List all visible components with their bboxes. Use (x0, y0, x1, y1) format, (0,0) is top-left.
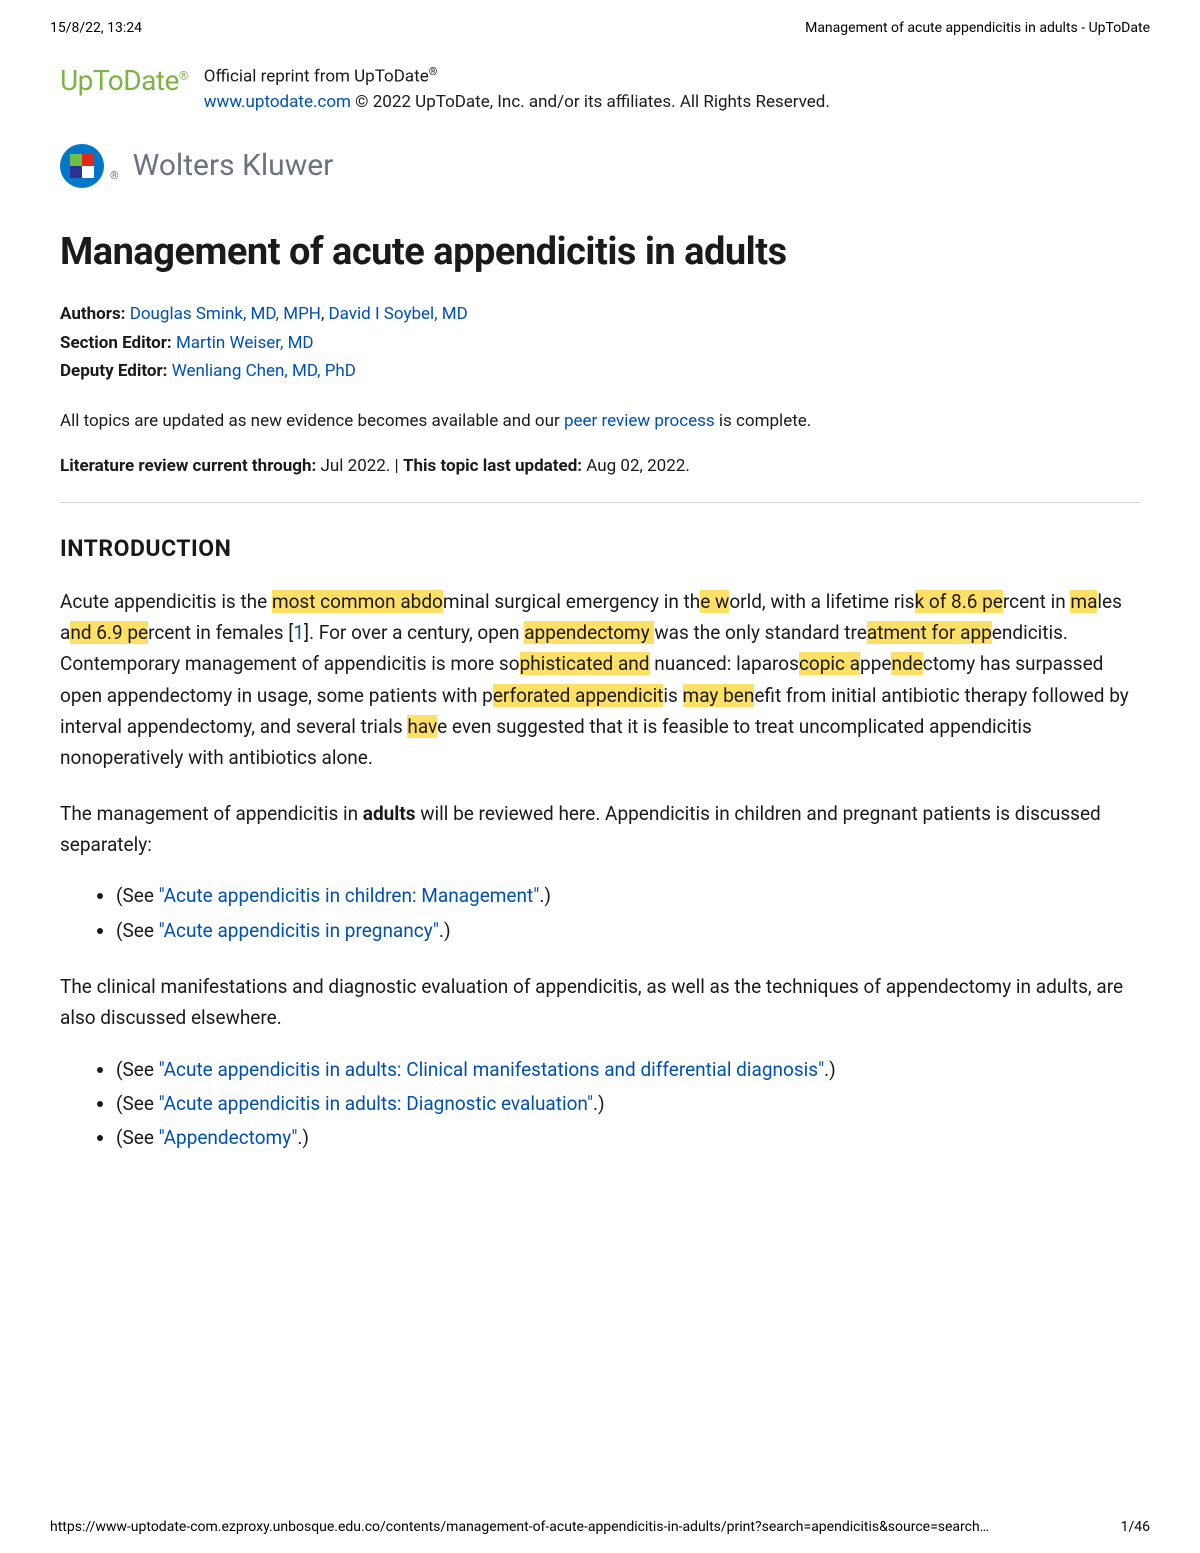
literature-review: Literature review current through: Jul 2… (60, 456, 1140, 476)
intro-h2: e w (700, 590, 729, 613)
see-list-2: (See "Acute appendicitis in adults: Clin… (60, 1054, 1140, 1155)
intro-t8: was the only standard tre (654, 621, 866, 644)
see-prefix: (See (116, 919, 159, 942)
print-header: 15/8/22, 13:24 Management of acute appen… (0, 0, 1200, 46)
author-2-link[interactable]: David I Soybel, MD (329, 304, 468, 324)
list-item: (See "Acute appendicitis in adults: Clin… (116, 1054, 1140, 1086)
section-editor-link[interactable]: Martin Weiser, MD (176, 333, 314, 353)
para-2: The management of appendicitis in adults… (60, 798, 1140, 861)
para2-t1: The management of appendicitis in (60, 802, 363, 825)
intro-h8: phisticated and (520, 652, 650, 675)
intro-paragraph: Acute appendicitis is the most common ab… (60, 586, 1140, 774)
intro-h12: may ben (683, 684, 755, 707)
see-suffix: .) (539, 884, 551, 907)
deputy-editor-line: Deputy Editor: Wenliang Chen, MD, PhD (60, 357, 1140, 386)
intro-t7: ]. For over a century, open (304, 621, 524, 644)
wolters-kluwer-row: ® Wolters Kluwer (60, 144, 1140, 188)
see-link-pregnancy[interactable]: "Acute appendicitis in pregnancy" (159, 919, 439, 942)
logo-text: UpToDate (60, 64, 179, 97)
update-note: All topics are updated as new evidence b… (60, 408, 1140, 435)
peer-review-link[interactable]: peer review process (564, 411, 715, 431)
para2-b1: adults (363, 802, 416, 825)
reprint-line1: Official reprint from UpToDate (204, 67, 429, 87)
intro-h13: hav (407, 715, 437, 738)
intro-t3: orld, with a lifetime ris (729, 590, 914, 613)
wk-reg: ® (110, 169, 119, 182)
intro-h10: nde (891, 652, 922, 675)
reprint-reg: ® (429, 65, 438, 78)
intro-t4: rcent in (1003, 590, 1071, 613)
reprint-row: UpToDate® Official reprint from UpToDate… (60, 64, 1140, 116)
author-sep: , (321, 304, 329, 324)
see-prefix: (See (116, 1058, 159, 1081)
intro-t2: minal surgical emergency in th (443, 590, 700, 613)
reprint-url-link[interactable]: www.uptodate.com (204, 92, 351, 112)
print-timestamp: 15/8/22, 13:24 (50, 20, 142, 36)
intro-t6: rcent in females [ (148, 621, 293, 644)
footer-url: https://www-uptodate-com.ezproxy.unbosqu… (50, 1519, 989, 1535)
content: UpToDate® Official reprint from UpToDate… (0, 46, 1200, 1154)
intro-h11: erforated appendicit (493, 684, 664, 707)
intro-t13: is (663, 684, 682, 707)
see-link-clinical[interactable]: "Acute appendicitis in adults: Clinical … (159, 1058, 825, 1081)
intro-h6: appendectomy (524, 621, 654, 644)
authors-line: Authors: Douglas Smink, MD, MPH, David I… (60, 300, 1140, 329)
see-prefix: (See (116, 1126, 159, 1149)
intro-h5: nd 6.9 pe (70, 621, 148, 644)
author-1-link[interactable]: Douglas Smink, MD, MPH (130, 304, 321, 324)
deputy-editor-link[interactable]: Wenliang Chen, MD, PhD (172, 361, 356, 381)
see-list-1: (See "Acute appendicitis in children: Ma… (60, 880, 1140, 947)
ref-1-link[interactable]: 1 (293, 621, 304, 644)
intro-h4: ma (1070, 590, 1097, 613)
wolters-kluwer-icon (60, 144, 104, 188)
see-prefix: (See (116, 884, 159, 907)
lit-sep: | (390, 456, 403, 476)
list-item: (See "Acute appendicitis in pregnancy".) (116, 915, 1140, 947)
wk-name: Wolters Kluwer (133, 148, 334, 183)
see-suffix: .) (824, 1058, 836, 1081)
print-doc-title: Management of acute appendicitis in adul… (805, 20, 1150, 36)
update-prefix: All topics are updated as new evidence b… (60, 411, 564, 431)
see-link-appendectomy[interactable]: "Appendectomy" (159, 1126, 298, 1149)
lit-label1: Literature review current through: (60, 456, 321, 476)
see-suffix: .) (593, 1092, 605, 1115)
section-editor-line: Section Editor: Martin Weiser, MD (60, 329, 1140, 358)
footer-page: 1/46 (1121, 1519, 1150, 1535)
intro-h1: most common abdo (272, 590, 443, 613)
see-suffix: .) (297, 1126, 309, 1149)
intro-t11: ppe (860, 652, 891, 675)
intro-h9: copic a (799, 652, 860, 675)
lit-val2: Aug 02, 2022. (586, 456, 690, 476)
intro-t1: Acute appendicitis is the (60, 590, 272, 613)
print-footer: https://www-uptodate-com.ezproxy.unbosqu… (50, 1519, 1150, 1535)
see-link-diagnostic[interactable]: "Acute appendicitis in adults: Diagnosti… (159, 1092, 593, 1115)
list-item: (See "Appendectomy".) (116, 1122, 1140, 1154)
meta-block: Authors: Douglas Smink, MD, MPH, David I… (60, 300, 1140, 387)
update-suffix: is complete. (715, 411, 812, 431)
see-prefix: (See (116, 1092, 159, 1115)
uptodate-logo: UpToDate® (60, 64, 188, 97)
authors-label: Authors: (60, 304, 125, 324)
intro-h7: atment for app (867, 621, 992, 644)
lit-val1: Jul 2022. (321, 456, 391, 476)
section-editor-label: Section Editor: (60, 333, 172, 353)
see-suffix: .) (439, 919, 451, 942)
introduction-heading: INTRODUCTION (60, 535, 1140, 562)
para-3: The clinical manifestations and diagnost… (60, 971, 1140, 1034)
divider (60, 502, 1140, 503)
reprint-text: Official reprint from UpToDate® www.upto… (204, 64, 830, 116)
list-item: (See "Acute appendicitis in adults: Diag… (116, 1088, 1140, 1120)
logo-reg: ® (179, 69, 188, 83)
deputy-editor-label: Deputy Editor: (60, 361, 167, 381)
article-title: Management of acute appendicitis in adul… (60, 230, 1140, 274)
list-item: (See "Acute appendicitis in children: Ma… (116, 880, 1140, 912)
see-link-children[interactable]: "Acute appendicitis in children: Managem… (159, 884, 540, 907)
intro-t10: nuanced: laparos (650, 652, 799, 675)
lit-label2: This topic last updated: (403, 456, 586, 476)
intro-h3: k of 8.6 pe (915, 590, 1003, 613)
reprint-copyright: © 2022 UpToDate, Inc. and/or its affilia… (351, 92, 830, 112)
